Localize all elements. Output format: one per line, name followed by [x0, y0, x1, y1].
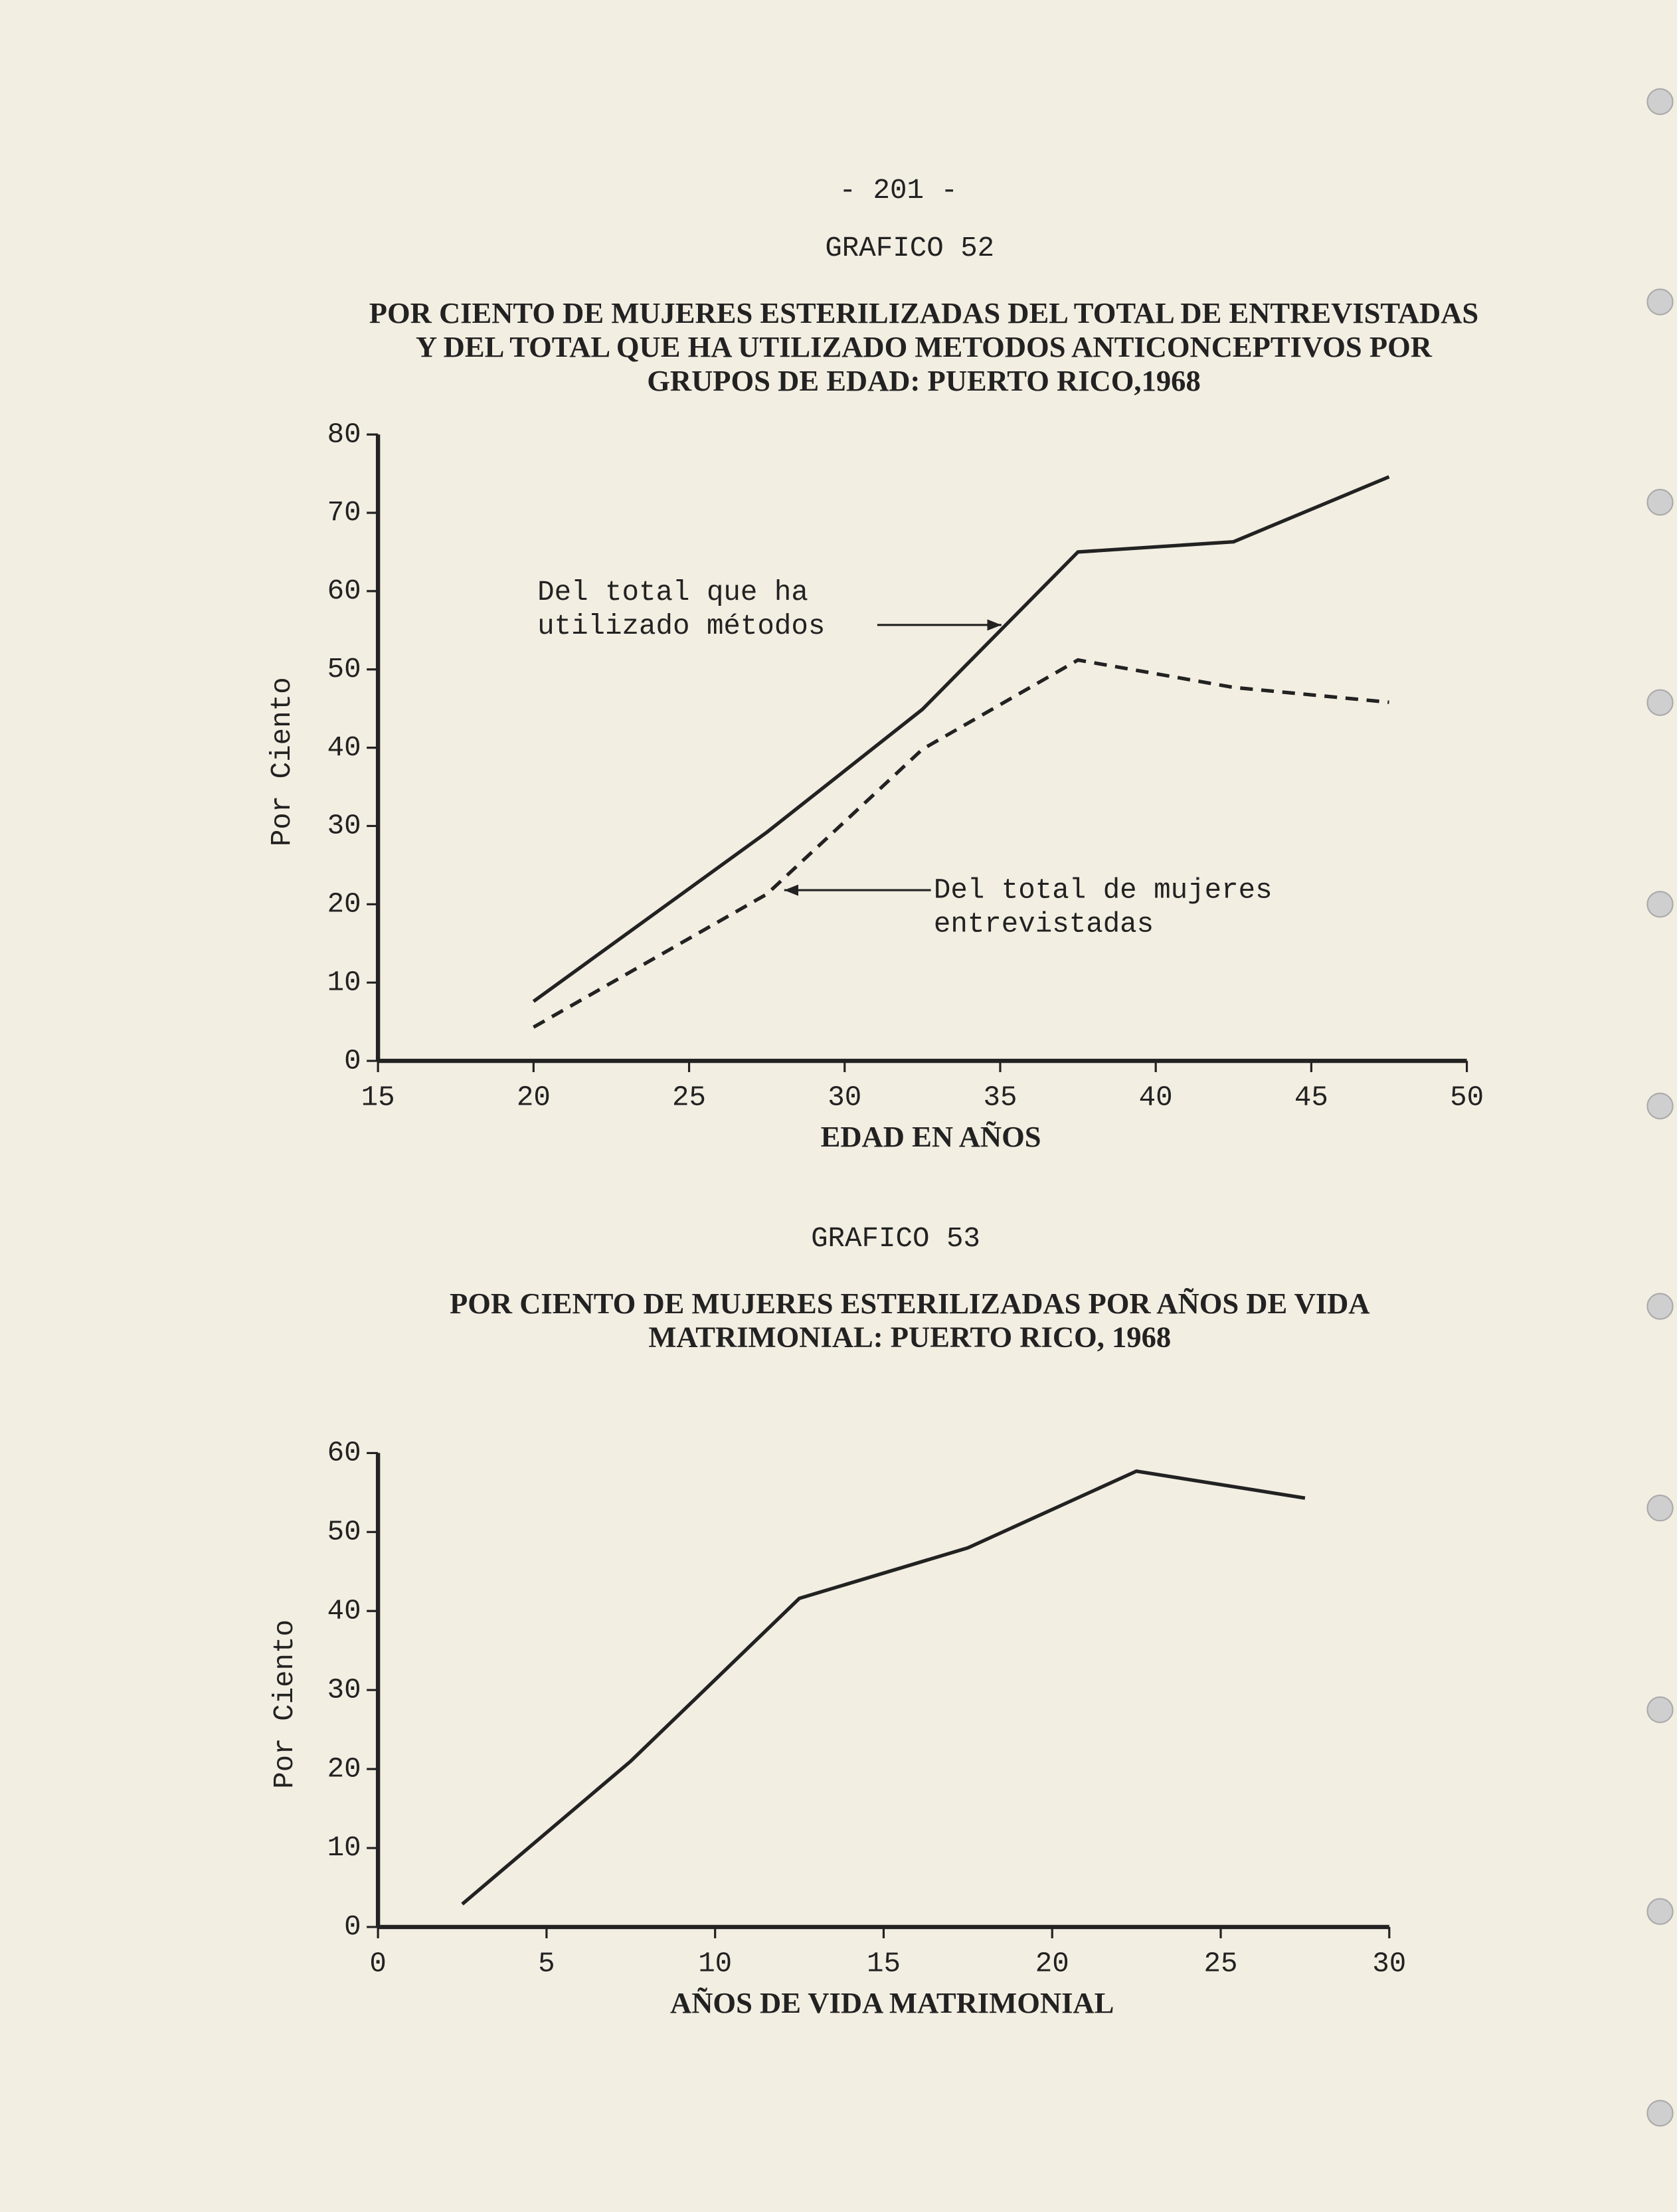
x-tick-label: 25 — [1204, 1948, 1238, 1980]
y-tick-label: 60 — [327, 575, 361, 607]
x-axis-label: EDAD EN AÑOS — [821, 1120, 1041, 1153]
y-tick-label: 20 — [327, 1753, 361, 1785]
x-axis-label: AÑOS DE VIDA MATRIMONIAL — [670, 1986, 1114, 2019]
x-tick-label: 30 — [1372, 1948, 1406, 1980]
y-tick-label: 40 — [327, 1595, 361, 1627]
series-line — [461, 1469, 1306, 1906]
series-annotation: Del total que ha — [537, 577, 808, 608]
series-line — [532, 475, 1390, 1003]
binder-holes — [1646, 88, 1674, 2127]
y-tick-label: 60 — [327, 1437, 361, 1469]
x-tick-label: 40 — [1139, 1081, 1173, 1113]
x-tick-label: 30 — [828, 1081, 861, 1113]
x-tick-label: 35 — [983, 1081, 1017, 1113]
x-tick-label: 25 — [672, 1081, 706, 1113]
y-axis-label: Por Ciento — [269, 1619, 301, 1789]
x-tick-label: 20 — [1035, 1948, 1069, 1980]
y-tick-label: 20 — [327, 889, 361, 921]
arrow-head — [784, 884, 798, 896]
x-tick-label: 15 — [361, 1081, 395, 1113]
y-tick-label: 10 — [327, 967, 361, 998]
chart-label: GRAFICO 53 — [811, 1223, 980, 1255]
chart-title: POR CIENTO DE MUJERES ESTERILIZADAS POR … — [450, 1287, 1370, 1320]
x-tick-label: 5 — [538, 1948, 555, 1980]
series-annotation: entrevistadas — [934, 908, 1154, 940]
y-axis-label: Por Ciento — [266, 677, 298, 846]
series-line — [533, 658, 1389, 1029]
y-tick-label: 30 — [327, 1674, 361, 1706]
x-tick-label: 20 — [517, 1081, 551, 1113]
chart-title: MATRIMONIAL: PUERTO RICO, 1968 — [648, 1321, 1171, 1354]
arrow-head — [987, 619, 1002, 631]
x-tick-label: 10 — [698, 1948, 732, 1980]
x-tick-label: 45 — [1294, 1081, 1328, 1113]
chart-label: GRAFICO 52 — [825, 232, 994, 264]
y-tick-label: 40 — [327, 732, 361, 764]
y-tick-label: 80 — [327, 418, 361, 450]
chart-title: GRUPOS DE EDAD: PUERTO RICO,1968 — [647, 364, 1201, 397]
y-tick-label: 0 — [344, 1911, 361, 1943]
y-tick-label: 10 — [327, 1832, 361, 1864]
y-tick-label: 30 — [327, 810, 361, 842]
series-annotation: Del total de mujeres — [934, 874, 1273, 906]
chart-title: Y DEL TOTAL QUE HA UTILIZADO METODOS ANT… — [416, 330, 1433, 363]
x-tick-label: 15 — [867, 1948, 901, 1980]
y-tick-label: 50 — [327, 654, 361, 686]
x-tick-label: 0 — [369, 1948, 387, 1980]
chart-title: POR CIENTO DE MUJERES ESTERILIZADAS DEL … — [369, 296, 1479, 329]
y-tick-label: 70 — [327, 497, 361, 529]
series-annotation: utilizado métodos — [537, 610, 825, 642]
x-tick-label: 50 — [1450, 1081, 1484, 1113]
page-number: - 201 - — [839, 175, 958, 207]
y-tick-label: 0 — [344, 1045, 361, 1077]
y-tick-label: 50 — [327, 1517, 361, 1548]
